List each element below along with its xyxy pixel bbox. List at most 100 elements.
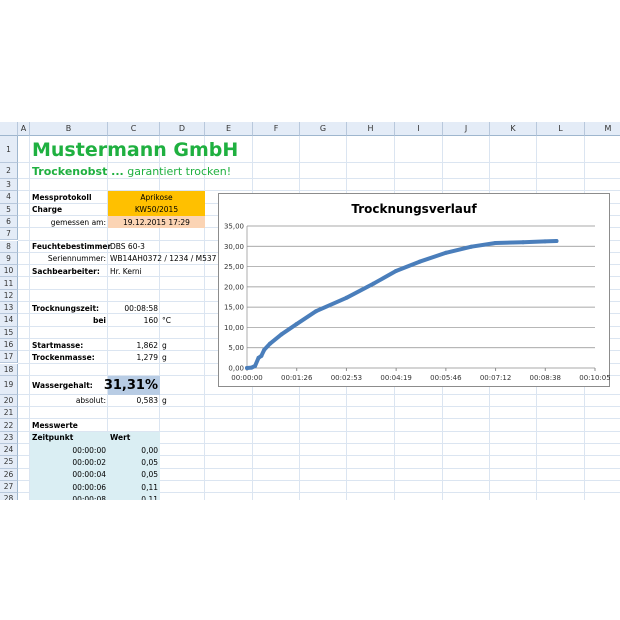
row-header-26[interactable]: 26 (0, 468, 18, 481)
row-header-18[interactable]: 18 (0, 363, 18, 376)
data-point (554, 239, 559, 244)
gridline (18, 178, 620, 179)
data-point (294, 322, 299, 327)
value-start-mass: 1,862 (136, 340, 158, 350)
unit-g: g (162, 340, 167, 350)
x-tick-label: 00:02:53 (331, 374, 362, 382)
y-tick-label: 25,00 (224, 263, 244, 271)
gridline (18, 455, 620, 457)
y-tick-label: 30,00 (224, 243, 244, 251)
gridline (18, 190, 620, 192)
row-header-23[interactable]: 23 (0, 431, 18, 444)
column-header-M[interactable]: M (585, 122, 620, 136)
x-tick-label: 00:04:19 (380, 374, 411, 382)
row-header-25[interactable]: 25 (0, 456, 18, 469)
unit-g: g (162, 352, 167, 362)
measurement-value: 0,05 (108, 468, 160, 481)
label-serial: Seriennummer: (47, 254, 106, 264)
spreadsheet-grid[interactable]: A B C D E F G H I J K L M 1 2 3 4 5 6 7 8 9 10 11 12 13 14 15 16 17 18… (0, 122, 620, 500)
row-header-3[interactable]: 3 (0, 179, 18, 192)
value-measured: 19.12.2015 17:29 (108, 215, 205, 229)
column-header-D[interactable]: D (160, 122, 205, 136)
row-header-14[interactable]: 14 (0, 314, 18, 327)
data-point (521, 240, 526, 245)
data-point (268, 341, 273, 346)
y-tick-label: 15,00 (224, 304, 244, 312)
value-device: DBS 60-3 (110, 242, 145, 252)
value-absolute: 0,583 (136, 396, 158, 406)
measurement-time: 00:00:02 (30, 456, 108, 469)
column-header-I[interactable]: I (395, 122, 443, 136)
row-header-22[interactable]: 22 (0, 419, 18, 432)
gridline (18, 406, 620, 408)
row-header-1[interactable]: 1 (0, 136, 18, 163)
measurement-time: 00:00:00 (30, 444, 108, 457)
label-start-mass: Startmasse: (32, 340, 84, 350)
x-tick-label: 00:05:46 (430, 374, 462, 382)
label-absolute: absolut: (75, 396, 106, 406)
measurement-value: 0,05 (108, 456, 160, 469)
label-drying-time: Trocknungszeit: (32, 303, 100, 313)
unit-g: g (162, 396, 167, 406)
column-header-B[interactable]: B (30, 122, 108, 136)
data-point (262, 347, 267, 352)
data-point (314, 309, 319, 314)
data-point (417, 259, 422, 264)
chart-title: Trocknungsverlauf (351, 202, 477, 216)
row-header-7[interactable]: 7 (0, 228, 18, 241)
row-header-27[interactable]: 27 (0, 480, 18, 494)
label-clerk: Sachbearbeiter: (32, 266, 100, 276)
header-time: Zeitpunkt (30, 431, 108, 444)
data-point (542, 239, 547, 244)
column-header-C[interactable]: C (108, 122, 160, 136)
measurement-value: 0,00 (108, 444, 160, 457)
value-water-content: 31,31% (103, 375, 160, 395)
column-header-E[interactable]: E (205, 122, 253, 136)
label-measurements: Messwerte (32, 421, 78, 431)
row-header-8[interactable]: 8 (0, 240, 18, 253)
data-point (245, 366, 249, 370)
value-charge: KW50/2015 (108, 203, 205, 216)
data-point (249, 365, 254, 370)
label-measured: gemessen am: (50, 217, 106, 227)
column-header-G[interactable]: G (300, 122, 347, 136)
row-header-16[interactable]: 16 (0, 338, 18, 352)
label-messprotokoll: Messprotokoll (32, 192, 92, 202)
y-tick-label: 20,00 (224, 283, 244, 291)
y-tick-label: 0,00 (228, 365, 244, 373)
value-dry-mass: 1,279 (136, 352, 158, 362)
chart[interactable]: Trocknungsverlauf 0,00 5,00 10,00 15,00 20,0… (218, 193, 610, 387)
data-point (469, 244, 474, 249)
gridline (107, 136, 108, 500)
row-header-6[interactable]: 6 (0, 215, 18, 229)
row-header-21[interactable]: 21 (0, 407, 18, 420)
column-header-H[interactable]: H (347, 122, 395, 136)
data-point (393, 269, 398, 274)
row-header-10[interactable]: 10 (0, 265, 18, 278)
row-header-28[interactable]: 28 (0, 493, 18, 500)
x-tick-label: 00:10:05 (579, 374, 610, 382)
row-header-19[interactable]: 19 (0, 375, 18, 395)
select-all-corner[interactable] (0, 122, 18, 136)
row-header-24[interactable]: 24 (0, 444, 18, 457)
gridline (204, 136, 205, 500)
row-header-15[interactable]: 15 (0, 326, 18, 339)
row-header-5[interactable]: 5 (0, 203, 18, 216)
gridline (18, 492, 620, 494)
column-header-L[interactable]: L (537, 122, 585, 136)
row-header-2[interactable]: 2 (0, 163, 18, 179)
row-header-12[interactable]: 12 (0, 289, 18, 302)
column-header-K[interactable]: K (490, 122, 537, 136)
label-device: Feuchtebestimmer (32, 242, 112, 252)
column-header-F[interactable]: F (253, 122, 300, 136)
row-header-11[interactable]: 11 (0, 277, 18, 290)
column-header-J[interactable]: J (443, 122, 490, 136)
data-point (259, 353, 264, 358)
row-header-13[interactable]: 13 (0, 302, 18, 315)
column-header-A[interactable]: A (18, 122, 30, 136)
row-header-9[interactable]: 9 (0, 252, 18, 266)
row-header-4[interactable]: 4 (0, 191, 18, 204)
row-header-17[interactable]: 17 (0, 351, 18, 364)
measurement-time: 00:00:08 (30, 493, 108, 500)
row-header-20[interactable]: 20 (0, 394, 18, 408)
